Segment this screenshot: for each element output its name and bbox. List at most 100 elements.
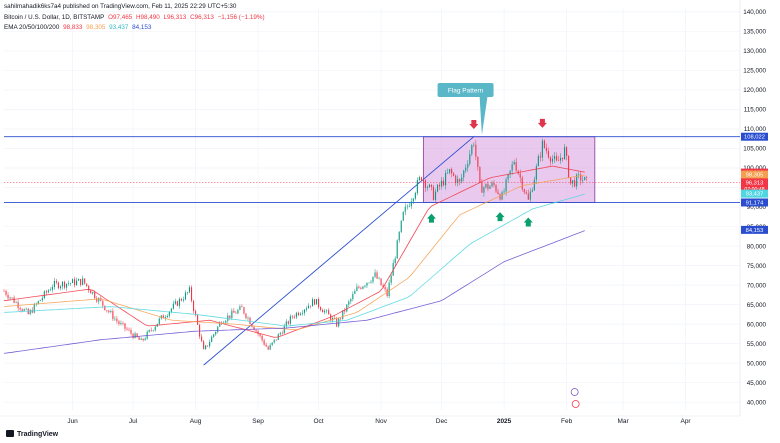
candle-body — [580, 174, 582, 181]
candle-body — [9, 297, 11, 299]
x-tick-label: Aug — [190, 418, 202, 425]
candle-body — [273, 339, 275, 343]
candle-body — [37, 301, 39, 304]
candle-body — [368, 282, 370, 284]
candle-body — [186, 292, 189, 293]
candle-body — [104, 305, 106, 311]
ohlc-high: H98,490 — [135, 14, 160, 21]
candle-body — [164, 317, 166, 319]
candle-body — [426, 187, 429, 188]
ema20-value: 98,833 — [63, 24, 83, 31]
candle-body — [239, 306, 241, 310]
candle-body — [586, 176, 588, 178]
candle-body — [237, 309, 239, 314]
candle-body — [465, 167, 467, 171]
candle-body — [430, 184, 433, 187]
y-tick-label: 120,000 — [743, 87, 766, 94]
candle-body — [45, 291, 47, 293]
x-tick-label: Jun — [67, 418, 78, 425]
price-tag-label: 98,305 — [746, 173, 764, 179]
candle-body — [19, 308, 21, 310]
price-tag-label: 91,174 — [746, 200, 765, 206]
candle-body — [287, 321, 289, 324]
candle-body — [253, 326, 255, 331]
candle-body — [225, 320, 227, 323]
candle-body — [122, 323, 124, 324]
candle-body — [471, 145, 473, 155]
candle-body — [370, 281, 372, 283]
candle-body — [531, 190, 533, 192]
candle-body — [481, 182, 483, 193]
candle-body — [568, 155, 570, 178]
candle-body — [455, 175, 457, 184]
candle-body — [495, 185, 497, 192]
candle-body — [453, 173, 455, 176]
candle-body — [507, 174, 509, 180]
candle-body — [207, 345, 209, 347]
candle-body — [501, 192, 503, 200]
candle-body — [23, 309, 25, 311]
candle-body — [192, 300, 195, 312]
candle-body — [315, 299, 318, 305]
candle-body — [184, 292, 187, 300]
candle-body — [503, 191, 505, 193]
candle-body — [295, 312, 297, 318]
candle-body — [11, 297, 13, 299]
candle-body — [410, 201, 412, 207]
candle-body — [328, 310, 330, 315]
candle-body — [309, 305, 312, 307]
x-tick-label: Mar — [617, 418, 629, 425]
candle-body — [380, 278, 382, 286]
candle-body — [100, 298, 102, 301]
candle-body — [39, 300, 41, 302]
ohlc-low: L96,313 — [163, 14, 187, 21]
candle-body — [120, 323, 122, 324]
price-tag: 84,153 — [741, 225, 768, 234]
candle-body — [551, 158, 554, 162]
candle-body — [356, 286, 358, 292]
candle-body — [461, 177, 463, 182]
candle-body — [285, 321, 287, 326]
candle-body — [378, 278, 380, 280]
candle-body — [497, 191, 499, 195]
candle-body — [63, 281, 66, 288]
snapshot-caption: sahilmahadik6ks7a4 published on TradingV… — [4, 3, 237, 10]
candle-body — [509, 170, 511, 175]
ohlc-change: −1,156 (−1.19%) — [217, 14, 265, 21]
x-tick-label: Oct — [314, 418, 324, 425]
candle-body — [428, 184, 431, 188]
candle-body — [245, 313, 247, 319]
candle-body — [269, 344, 271, 350]
candle-body — [344, 310, 346, 312]
candle-body — [570, 177, 572, 184]
candle-body — [289, 316, 291, 324]
candle-body — [118, 321, 120, 324]
candle-body — [297, 312, 299, 316]
candle-body — [293, 316, 295, 318]
callout-box — [437, 82, 494, 97]
candle-body — [505, 179, 507, 192]
candle-body — [72, 279, 74, 284]
candle-body — [384, 287, 386, 290]
y-tick-label: 70,000 — [747, 282, 767, 289]
candle-body — [209, 342, 211, 347]
candle-body — [582, 180, 584, 181]
candle-body — [324, 310, 326, 313]
candle-body — [422, 180, 424, 181]
candle-body — [350, 299, 352, 302]
candle-body — [414, 193, 416, 199]
candle-body — [559, 157, 562, 161]
candle-body — [489, 186, 491, 189]
candle-body — [318, 299, 320, 308]
candle-body — [432, 186, 435, 201]
candle-body — [543, 140, 545, 148]
candle-body — [396, 240, 398, 259]
candle-body — [247, 317, 249, 319]
x-tick-label: Apr — [680, 418, 691, 425]
candle-body — [537, 156, 539, 167]
candle-body — [265, 344, 267, 347]
candle-body — [180, 298, 183, 301]
candle-body — [53, 281, 55, 287]
ohlc-open: O97,465 — [108, 14, 133, 21]
